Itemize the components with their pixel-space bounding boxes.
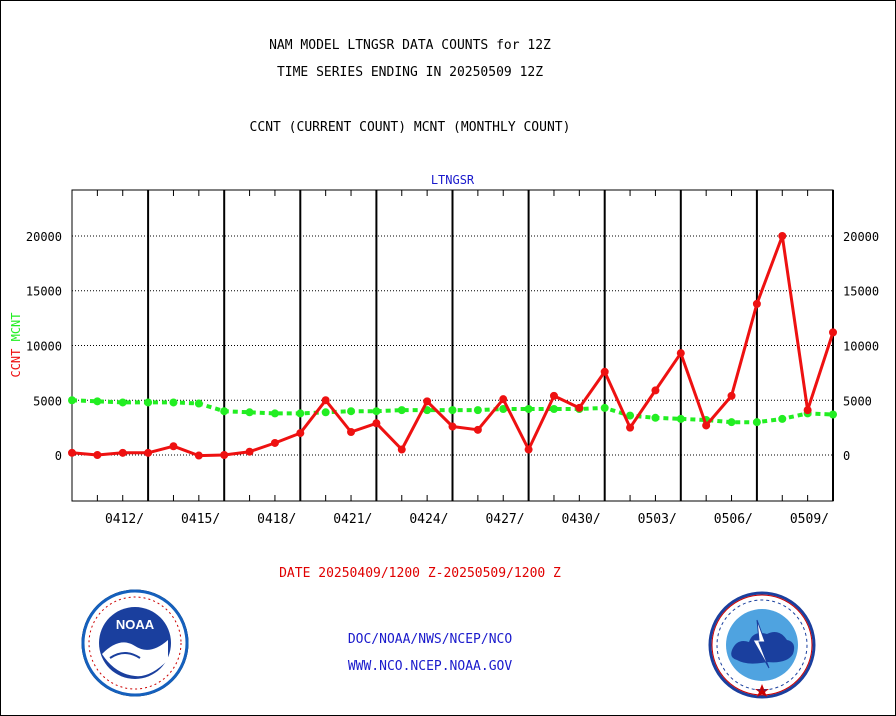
data-point-mcnt (549, 405, 558, 414)
data-point-mcnt (473, 406, 482, 415)
data-point-ccnt (803, 406, 812, 415)
data-point-mcnt (68, 396, 76, 405)
data-point-ccnt (473, 425, 482, 434)
data-point-ccnt (144, 448, 153, 457)
y-tick-label-left: 0 (55, 449, 62, 463)
agency-path-label: DOC/NOAA/NWS/NCEP/NCO (347, 632, 513, 647)
x-tick-label: 0509/ (790, 512, 829, 527)
x-tick-label: 0424/ (409, 512, 448, 527)
data-point-mcnt (448, 406, 457, 415)
data-point-ccnt (575, 403, 584, 412)
data-point-ccnt (296, 429, 305, 438)
data-point-mcnt (524, 405, 533, 414)
y-tick-label-right: 0 (843, 449, 850, 463)
data-point-ccnt (651, 386, 660, 395)
data-point-mcnt (194, 399, 203, 408)
y-axis-label-mcnt: MCNT (9, 312, 23, 341)
data-point-ccnt (347, 428, 356, 437)
data-point-ccnt (372, 419, 381, 428)
data-point-mcnt (626, 411, 635, 420)
x-tick-label: 0506/ (714, 512, 753, 527)
y-tick-label-left: 5000 (33, 394, 62, 408)
y-axis-label: CCNT MCNT (9, 312, 23, 377)
data-point-ccnt (194, 451, 203, 460)
data-point-ccnt (727, 391, 736, 400)
data-point-mcnt (727, 418, 736, 427)
data-point-mcnt (778, 414, 787, 423)
subtitle: CCNT (CURRENT COUNT) MCNT (MONTHLY COUNT… (249, 120, 571, 135)
data-point-ccnt (752, 299, 761, 308)
data-point-mcnt (600, 403, 609, 412)
y-tick-label-left: 10000 (26, 340, 62, 354)
y-tick-label-left: 15000 (26, 285, 62, 299)
data-point-ccnt (600, 367, 609, 376)
data-point-mcnt (93, 397, 102, 406)
data-point-ccnt (270, 438, 279, 447)
x-tick-label: 0503/ (638, 512, 677, 527)
data-point-ccnt (676, 349, 685, 358)
data-point-ccnt (778, 231, 787, 240)
data-point-ccnt (93, 451, 102, 460)
data-point-ccnt (169, 442, 178, 451)
data-point-mcnt (321, 408, 330, 417)
data-point-mcnt (245, 408, 254, 417)
x-tick-label: 0427/ (485, 512, 524, 527)
data-point-ccnt (321, 396, 330, 405)
svg-text:NOAA: NOAA (116, 617, 155, 632)
date-range-label: DATE 20250409/1200 Z-20250509/1200 Z (279, 566, 561, 581)
data-point-mcnt (169, 398, 178, 407)
data-point-mcnt (347, 407, 356, 416)
title-line-2: TIME SERIES ENDING IN 20250509 12Z (276, 65, 544, 80)
data-point-mcnt (220, 407, 229, 416)
data-point-ccnt (220, 451, 229, 460)
data-point-mcnt (118, 398, 127, 407)
x-tick-label: 0430/ (562, 512, 601, 527)
data-point-ccnt (448, 422, 457, 431)
data-point-ccnt (118, 448, 127, 457)
data-point-mcnt (752, 418, 761, 427)
title-line-1: NAM MODEL LTNGSR DATA COUNTS for 12Z (269, 38, 551, 53)
data-point-mcnt (372, 407, 381, 416)
data-point-mcnt (651, 413, 660, 422)
y-tick-label-right: 10000 (843, 340, 879, 354)
y-tick-label-right: 5000 (843, 394, 872, 408)
y-tick-label-right: 15000 (843, 285, 879, 299)
data-point-ccnt (702, 421, 711, 430)
data-point-mcnt (829, 410, 837, 419)
data-point-mcnt (499, 405, 508, 414)
plot-title: LTNGSR (431, 173, 475, 187)
noaa-logo: NOAA (81, 589, 189, 697)
data-point-ccnt (524, 445, 533, 454)
data-point-mcnt (270, 409, 279, 418)
x-tick-label: 0415/ (181, 512, 220, 527)
data-point-mcnt (144, 398, 153, 407)
data-point-mcnt (397, 406, 406, 415)
y-axis-label-ccnt: CCNT (9, 341, 23, 377)
data-point-ccnt (626, 423, 635, 432)
data-point-ccnt (549, 391, 558, 400)
y-tick-label-right: 20000 (843, 230, 879, 244)
x-tick-label: 0412/ (105, 512, 144, 527)
y-tick-label-left: 20000 (26, 230, 62, 244)
data-point-ccnt (397, 445, 406, 454)
data-point-ccnt (499, 395, 508, 404)
data-point-ccnt (68, 448, 76, 457)
data-point-mcnt (676, 414, 685, 423)
data-point-ccnt (423, 397, 432, 406)
website-label: WWW.NCO.NCEP.NOAA.GOV (347, 659, 513, 674)
data-point-mcnt (296, 409, 305, 418)
x-tick-label: 0421/ (333, 512, 372, 527)
data-point-ccnt (245, 447, 254, 456)
data-point-ccnt (829, 328, 837, 337)
x-tick-label: 0418/ (257, 512, 296, 527)
nws-logo (708, 591, 816, 699)
